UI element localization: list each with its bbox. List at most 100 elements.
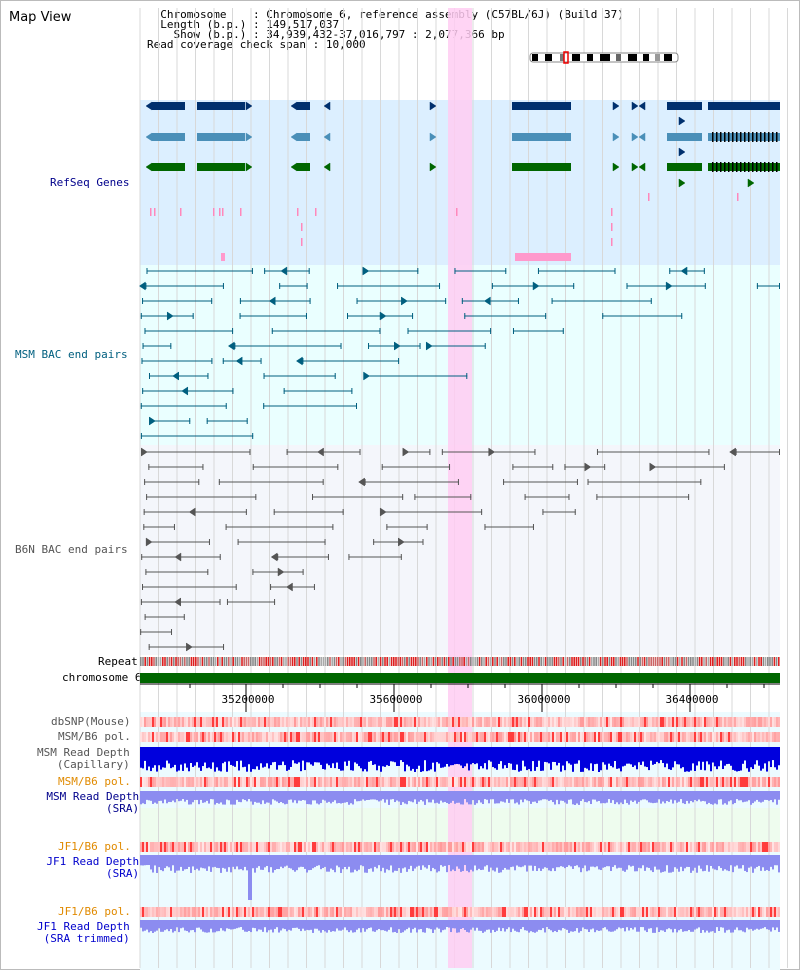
b6n-bac-pairs-track[interactable] — [140, 447, 780, 652]
msm-b6-pol-heat — [742, 732, 744, 742]
dbsnp-heat — [338, 717, 340, 727]
jf1-sra-depth-bar — [174, 855, 176, 873]
msm-sra-depth-bar — [692, 791, 694, 803]
jf1-b6-pol-heat-2 — [730, 907, 732, 917]
jf1-b6-pol-heat-2 — [278, 907, 280, 917]
jf1-sra-depth-bar — [762, 855, 764, 868]
jf1-sra-depth-bar — [410, 855, 412, 866]
repeat-element — [221, 657, 223, 666]
repeat-element — [569, 657, 571, 666]
jf1-b6-pol-heat — [666, 842, 668, 852]
msm-sra-depth-bar — [720, 791, 722, 800]
jf1-b6-pol-heat-2 — [668, 907, 670, 917]
refseq-strand-arrow — [429, 162, 437, 172]
msm-b6-pol-heat — [320, 732, 322, 742]
jf1-b6-pol-heat — [408, 842, 410, 852]
repeat-element — [461, 657, 463, 666]
jf1-depth-sra-label[interactable]: JF1 Read Depth (SRA) — [46, 855, 140, 880]
refseq-pink-mark — [301, 223, 303, 231]
jf1-b6-pol-heat — [688, 842, 690, 852]
repeat-element — [155, 657, 157, 666]
msm-bac-pairs-track[interactable] — [138, 266, 800, 439]
msm-sra-depth-bar — [294, 791, 296, 801]
jf1-b6-pol-heat — [590, 842, 592, 852]
jf1-b6-pol-heat — [664, 842, 666, 852]
b6n-bac-track-label[interactable]: B6N BAC end pairs — [15, 543, 128, 556]
msm-b6-pol-heat-2 — [522, 777, 524, 787]
repeat-element — [408, 657, 410, 666]
jf1-sra-depth-bar — [638, 855, 640, 868]
refseq-strand-arrow — [631, 162, 639, 172]
msm-capillary-depth-bar — [188, 747, 190, 772]
msm-capillary-depth-bar — [626, 747, 628, 764]
repeat-element — [551, 657, 553, 666]
msm-b6-pol-heat — [294, 732, 296, 742]
ideogram-position-marker — [563, 51, 569, 64]
b6n-bac-pair-end — [449, 464, 451, 470]
chromosome-ideogram[interactable] — [529, 51, 679, 64]
jf1-sra-depth-bar — [722, 855, 724, 871]
msm-capillary-depth-bar — [280, 747, 282, 766]
dbsnp-heat — [308, 717, 310, 727]
dbsnp-heat — [554, 717, 556, 727]
msm-b6-pol-heat-2 — [702, 777, 704, 787]
jf1-trimmed-depth-bar — [150, 920, 152, 932]
jf1-trimmed-depth-bar — [654, 920, 656, 933]
msm-capillary-depth-bar — [610, 747, 612, 766]
msm-capillary-depth-bar — [310, 747, 312, 765]
jf1-trimmed-depth-bar — [606, 920, 608, 930]
msm-b6-pol-heat-2 — [630, 777, 632, 787]
msm-sra-depth-bar — [190, 791, 192, 805]
msm-b6-pol-label-1[interactable]: MSM/B6 pol. — [58, 730, 131, 743]
jf1-sra-depth-bar — [370, 855, 372, 869]
jf1-sra-depth-bar — [756, 855, 758, 867]
msm-b6-pol-heat-2 — [210, 777, 212, 787]
b6n-bac-pair-arrow — [277, 567, 285, 577]
dbsnp-heat — [176, 717, 178, 727]
repeat-track-label[interactable]: Repeat — [98, 655, 138, 668]
dbsnp-heat — [252, 717, 254, 727]
jf1-depth-trimmed-label[interactable]: JF1 Read Depth (SRA trimmed) — [37, 920, 130, 945]
msm-depth-sra-label[interactable]: MSM Read Depth (SRA) — [46, 790, 140, 815]
jf1-b6-pol-heat — [460, 842, 462, 852]
jf1-trimmed-depth-bar — [462, 920, 464, 929]
repeat-element — [382, 657, 384, 666]
msm-capillary-depth-bar — [512, 747, 514, 770]
jf1-b6-pol-heat — [526, 842, 528, 852]
jf1-b6-pol-heat-2 — [262, 907, 264, 917]
dbsnp-track-label[interactable]: dbSNP(Mouse) — [51, 715, 131, 728]
jf1-b6-pol-label-1[interactable]: JF1/B6 pol. — [58, 840, 131, 853]
msm-capillary-depth-bar — [366, 747, 368, 772]
b6n-bac-pair-arrow — [145, 537, 153, 547]
msm-sra-depth-bar — [462, 791, 464, 805]
msm-b6-pol-heat — [206, 732, 208, 742]
dbsnp-heat — [688, 717, 690, 727]
refseq-genes-track[interactable] — [145, 101, 780, 261]
jf1-trimmed-depth-bar — [142, 920, 144, 932]
msm-sra-depth-bar — [554, 791, 556, 805]
msm-bac-track-label[interactable]: MSM BAC end pairs — [15, 348, 128, 361]
jf1-b6-pol-heat-2 — [406, 907, 408, 917]
jf1-b6-pol-heat — [750, 842, 752, 852]
msm-b6-pol-heat — [592, 732, 594, 742]
b6n-bac-pair-end — [564, 464, 566, 470]
msm-b6-pol-heat — [446, 732, 448, 742]
jf1-b6-pol-label-2[interactable]: JF1/B6 pol. — [58, 905, 131, 918]
msm-b6-pol-heat-2 — [314, 777, 316, 787]
repeat-element — [313, 657, 316, 666]
jf1-trimmed-depth-bar — [776, 920, 778, 928]
jf1-trimmed-depth-bar — [492, 920, 494, 930]
dbsnp-heat — [418, 717, 420, 727]
jf1-b6-pol-heat-2 — [762, 907, 764, 917]
msm-depth-capillary-label[interactable]: MSM Read Depth (Capillary) — [37, 746, 130, 771]
msm-b6-pol-label-2[interactable]: MSM/B6 pol. — [58, 775, 131, 788]
msm-b6-pol-heat — [514, 732, 516, 742]
repeat-element — [652, 657, 655, 666]
msm-capillary-depth-bar — [678, 747, 680, 765]
msm-bac-pair-arrow — [227, 341, 235, 351]
msm-b6-pol-heat-2 — [304, 777, 306, 787]
refseq-track-label[interactable]: RefSeq Genes — [50, 176, 130, 189]
dbsnp-heat — [720, 717, 722, 727]
jf1-sra-depth-bar — [290, 855, 292, 869]
